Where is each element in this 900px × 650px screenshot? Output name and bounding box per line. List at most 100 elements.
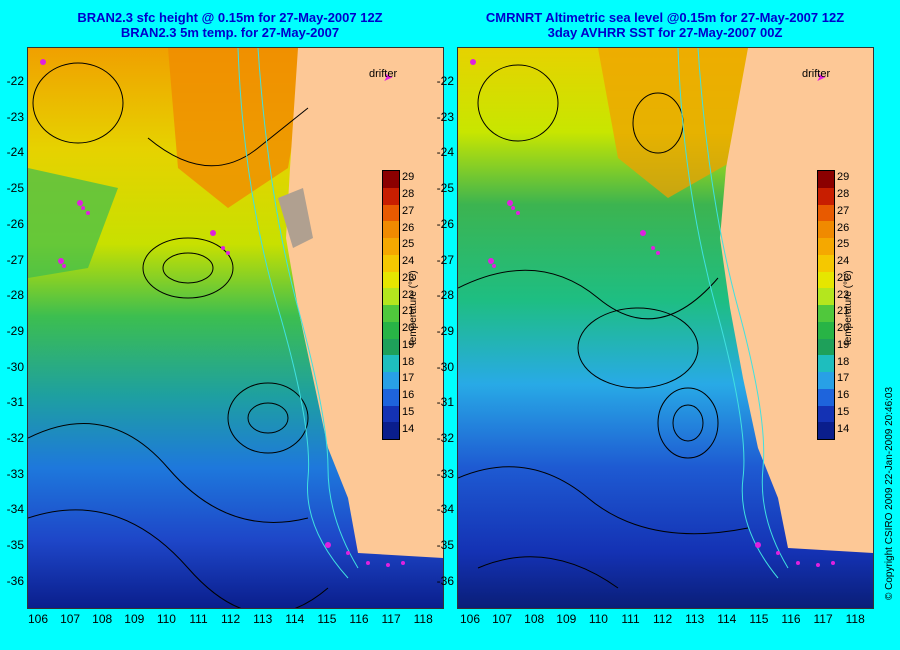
colorbar-segment [383,254,399,272]
colorbar-tick-label: 24 [837,255,850,268]
longitude-tick-label: 114 [717,612,737,626]
colorbar-tick-label: 20 [837,322,850,335]
colorbar-segment [818,372,834,389]
colorbar-tick-label: 19 [837,338,850,351]
colorbar-segment [818,171,834,188]
longitude-tick-label: 109 [124,612,145,626]
colorbar-tick-label: 25 [402,238,415,251]
right-drifter-arrow-icon: ➤ [816,70,826,84]
longitude-tick-label: 109 [556,612,577,626]
colorbar-tick-label: 24 [402,255,415,268]
longitude-tick-label: 112 [653,612,673,626]
colorbar-tick-label: 15 [837,405,850,418]
colorbar-segment [383,355,399,373]
colorbar-segment [818,355,834,373]
latitude-tick-label: -27 [436,252,454,267]
colorbar-tick-label: 17 [402,372,415,385]
left-title-line1: BRAN2.3 sfc height @ 0.15m for 27-May-20… [77,10,383,25]
latitude-tick-label: -22 [6,74,24,88]
colorbar-tick-label: 23 [837,271,850,284]
left-bathymetry-contours [237,48,359,579]
latitude-tick-label: -31 [436,395,454,410]
colorbar-segment [818,271,834,289]
colorbar-tick-label: 29 [837,171,850,184]
longitude-tick-label: 108 [92,612,113,626]
colorbar-tick-label: 22 [837,288,850,301]
colorbar-segment [383,221,399,239]
left-drifter-legend: drifter [369,68,398,80]
colorbar-segment [383,187,399,205]
left-map-panel: ➤ [27,47,444,609]
right-sla-contours [458,64,749,589]
right-map-svg: ➤ [458,48,873,608]
latitude-tick-label: -30 [436,359,454,374]
colorbar-segment [818,305,834,322]
colorbar-segment [383,405,399,423]
right-sea-warm-patch [598,48,748,198]
longitude-tick-label: 116 [349,612,369,626]
colorbar-tick-label: 19 [402,338,415,351]
longitude-tick-label: 118 [845,612,865,626]
longitude-tick-label: 108 [524,612,545,626]
colorbar-tick-label: 26 [402,221,415,234]
latitude-tick-label: -30 [6,359,24,374]
longitude-tick-label: 106 [459,612,481,626]
colorbar-tick-label: 25 [837,238,850,251]
left-drifter-arrow-icon: ➤ [383,70,393,84]
left-sea-green-patch [28,168,118,278]
colorbar-tick-label: 18 [402,355,415,368]
latitude-tick-label: -28 [436,288,454,303]
longitude-tick-label: 111 [621,612,640,626]
colorbar-segment [818,204,834,222]
colorbar-segment [383,305,399,322]
colorbar-tick-label: 23 [402,271,415,284]
colorbar-tick-label: 14 [837,422,850,435]
longitude-tick-label: 107 [60,612,81,626]
latitude-tick-label: -35 [6,538,24,553]
latitude-tick-label: -27 [6,252,24,267]
left-shark-bay [278,188,313,248]
colorbar-segment [383,271,399,289]
colorbar-tick-label: 18 [837,355,850,368]
colorbar-segment [383,372,399,389]
colorbar-tick-label: 14 [402,422,415,435]
latitude-tick-label: -32 [436,431,454,445]
longitude-tick-label: 117 [381,612,401,626]
latitude-tick-label: -31 [6,395,24,410]
colorbar-segment [383,422,399,440]
colorbar-segment [383,321,399,339]
longitude-tick-label: 113 [253,612,273,626]
longitude-tick-label: 115 [749,612,769,626]
latitude-tick-label: -23 [6,109,24,124]
latitude-tick-label: -36 [6,573,24,588]
colorbar-tick-label: 22 [402,288,415,301]
longitude-tick-label: 110 [156,612,176,626]
right-map-panel: ➤ [457,47,874,609]
copyright-text: © Copyright CSIRO 2009 22-Jan-2009 20:46… [884,386,895,600]
latitude-tick-label: -29 [6,323,24,338]
longitude-tick-label: 117 [813,612,833,626]
colorbar-tick-label: 16 [837,389,850,402]
left-title-line2: BRAN2.3 5m temp. for 27-May-2007 [120,25,340,40]
colorbar-segment [818,422,834,440]
colorbar-segment [383,171,399,188]
left-map-title: BRAN2.3 sfc height @ 0.15m for 27-May-20… [20,10,440,40]
longitude-tick-label: 110 [588,612,608,626]
right-bathymetry-contours [677,48,789,579]
right-title-line1: CMRNRT Altimetric sea level @0.15m for 2… [485,10,845,25]
right-drifter-legend: drifter [802,68,831,80]
colorbar-segment [818,338,834,356]
latitude-tick-label: -33 [436,466,454,481]
colorbar-segment [383,338,399,356]
colorbar-segment [818,405,834,423]
longitude-tick-label: 106 [27,612,49,626]
latitude-tick-label: -33 [6,466,24,481]
colorbar-segment [818,388,834,406]
latitude-tick-label: -26 [436,216,454,231]
colorbar-tick-label: 28 [402,188,415,201]
colorbar-segment [818,321,834,339]
colorbar-segment [818,187,834,205]
colorbar-tick-label: 27 [837,204,850,217]
left-map-svg: ➤ [28,48,443,608]
latitude-tick-label: -36 [436,573,454,588]
